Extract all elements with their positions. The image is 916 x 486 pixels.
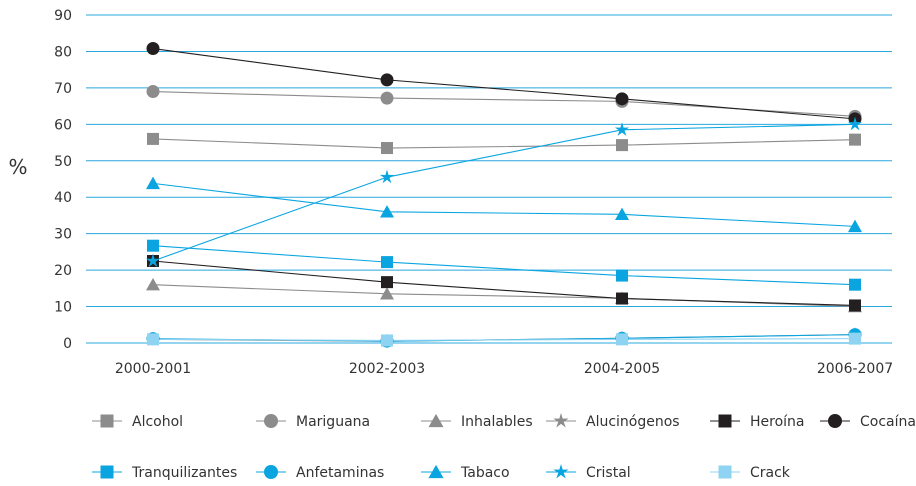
point-heroina [381,276,393,289]
point-tranquilizantes [616,269,628,282]
legend-marker-alcohol [100,414,114,428]
point-tabaco [380,205,394,218]
legend-label-inhalables: Inhalables [461,414,533,430]
x-tick-label: 2006-2007 [817,361,893,377]
series-line-alcohol [152,138,856,149]
x-tick-label: 2002-2003 [349,361,425,377]
point-heroina [616,292,628,305]
point-cocaina [146,42,160,56]
point-alcohol [616,139,628,152]
legend-marker-cristal [553,464,569,479]
series-line-mariguana [152,90,856,117]
legend-label-crack: Crack [750,465,791,481]
point-cocaina [615,92,629,106]
legend-label-alucinogenos: Alucinógenos [586,414,680,430]
point-crack [381,334,393,347]
point-crack [616,333,628,346]
point-tabaco [615,207,629,221]
series-markers [145,42,863,348]
y-tick-label: 70 [54,81,72,97]
gridlines [86,14,892,344]
point-mariguana [380,91,394,105]
x-tick-label: 2004-2005 [584,361,660,377]
series-line-crack [152,338,856,342]
legend-marker-alucinogenos [553,413,569,428]
point-tranquilizantes [849,278,861,291]
legend-marker-mariguana [264,414,278,428]
series-lines [152,47,856,342]
y-axis-label: % [8,155,27,179]
y-tick-label: 80 [54,44,72,60]
y-tick-label: 10 [54,300,72,316]
point-tranquilizantes [381,256,393,269]
y-tick-label: 60 [54,117,72,133]
legend-marker-tranquilizantes [100,465,114,479]
y-tick-label: 40 [54,190,72,206]
legend-label-cocaina: Cocaína [860,414,916,430]
point-inhalables [380,287,394,300]
y-tick-label: 0 [63,336,72,352]
legend-label-heroina: Heroína [750,414,805,430]
y-tick-label: 20 [54,263,72,279]
legend-marker-cocaina [828,414,842,428]
point-tabaco [848,219,862,233]
point-cristal [847,116,863,131]
series-line-heroina [152,260,856,307]
point-crack [849,332,861,345]
x-axis-ticks: 2000-2001 2002-2003 2004-2005 2006-2007 [115,361,893,377]
series-line-cristal [152,123,856,262]
point-cristal [145,253,161,268]
legend-marker-heroina [718,414,732,428]
point-cristal [379,169,395,184]
y-tick-label: 50 [54,154,72,170]
series-line-cocaina [152,47,856,120]
legend-label-tabaco: Tabaco [460,465,510,481]
y-axis-ticks: 0 10 20 30 40 50 60 70 80 90 [54,8,72,352]
point-alcohol [381,142,393,155]
legend-label-tranquilizantes: Tranquilizantes [131,465,237,481]
point-cocaina [380,73,394,87]
point-alcohol [147,132,159,145]
point-cristal [614,122,630,136]
point-tranquilizantes [147,239,159,252]
y-tick-label: 30 [54,227,72,243]
legend: Alcohol Mariguana Inhalables Alucinógenos He… [92,413,916,481]
legend-marker-crack [718,465,732,479]
y-tick-label: 90 [54,8,72,24]
legend-marker-anfetaminas [264,465,278,479]
series-line-inhalables [152,284,856,308]
legend-label-cristal: Cristal [586,465,631,481]
point-heroina [849,299,861,312]
series-line-tranquilizantes [152,245,856,286]
point-mariguana [146,85,160,99]
series-line-tabaco [152,182,856,227]
x-tick-label: 2000-2001 [115,361,191,377]
point-crack [147,333,159,346]
legend-marker-inhalables [428,413,444,428]
legend-marker-tabaco [428,464,444,479]
point-tabaco [146,176,160,190]
legend-label-alcohol: Alcohol [132,414,183,430]
point-alcohol [849,133,861,146]
point-inhalables [146,277,160,291]
legend-label-anfetaminas: Anfetaminas [296,465,384,481]
legend-label-mariguana: Mariguana [296,414,370,430]
